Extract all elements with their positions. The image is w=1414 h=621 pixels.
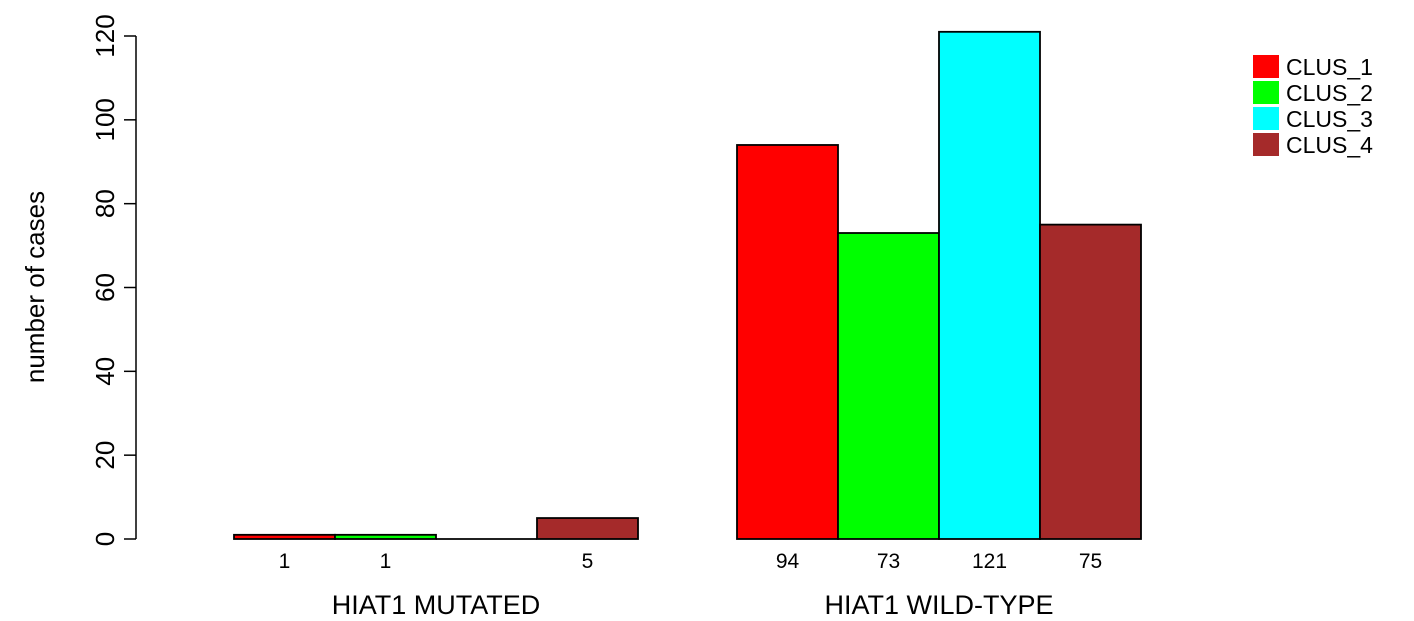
- bar-clus-1: [736, 144, 839, 540]
- legend-swatch: [1253, 133, 1279, 156]
- category-label: HIAT1 WILD-TYPE: [824, 590, 1053, 620]
- y-axis: 0 20 40 60 80 100 120: [90, 14, 137, 546]
- y-tick-label: 120: [90, 14, 120, 57]
- y-tick-label: 40: [90, 357, 120, 386]
- legend-swatch: [1253, 107, 1279, 130]
- y-axis-title: number of cases: [20, 191, 50, 383]
- count-labels: 1 1 5 94 73 121 75: [279, 550, 1103, 573]
- y-tick-label: 80: [90, 189, 120, 218]
- legend-label: CLUS_2: [1286, 80, 1373, 106]
- y-tick-label: 20: [90, 441, 120, 470]
- bar-clus-2: [837, 232, 940, 540]
- legend-label: CLUS_1: [1286, 54, 1373, 80]
- legend-label: CLUS_4: [1286, 132, 1373, 158]
- y-tick-label: 0: [90, 532, 120, 546]
- group-labels: HIAT1 MUTATED HIAT1 WILD-TYPE: [332, 590, 1054, 620]
- bar-count-label: 121: [972, 550, 1007, 573]
- bar-clus-2: [334, 533, 437, 540]
- bar-count-label: 5: [582, 550, 594, 573]
- bar-count-label: 1: [279, 550, 291, 573]
- bar-clus-4: [1039, 223, 1142, 540]
- bar-clus-4: [536, 517, 639, 540]
- legend-label: CLUS_3: [1286, 106, 1373, 132]
- y-tick-label: 100: [90, 98, 120, 141]
- category-label: HIAT1 MUTATED: [332, 590, 541, 620]
- y-tick-label: 60: [90, 273, 120, 302]
- bar-count-label: 1: [380, 550, 392, 573]
- bar-count-label: 75: [1079, 550, 1102, 573]
- legend-swatch: [1253, 55, 1279, 78]
- bar-clus-1: [233, 533, 336, 540]
- bar-clus-3: [938, 30, 1041, 540]
- legend-swatch: [1253, 81, 1279, 104]
- bars: [233, 30, 1142, 540]
- bar-count-label: 94: [776, 550, 800, 573]
- bar-count-label: 73: [877, 550, 900, 573]
